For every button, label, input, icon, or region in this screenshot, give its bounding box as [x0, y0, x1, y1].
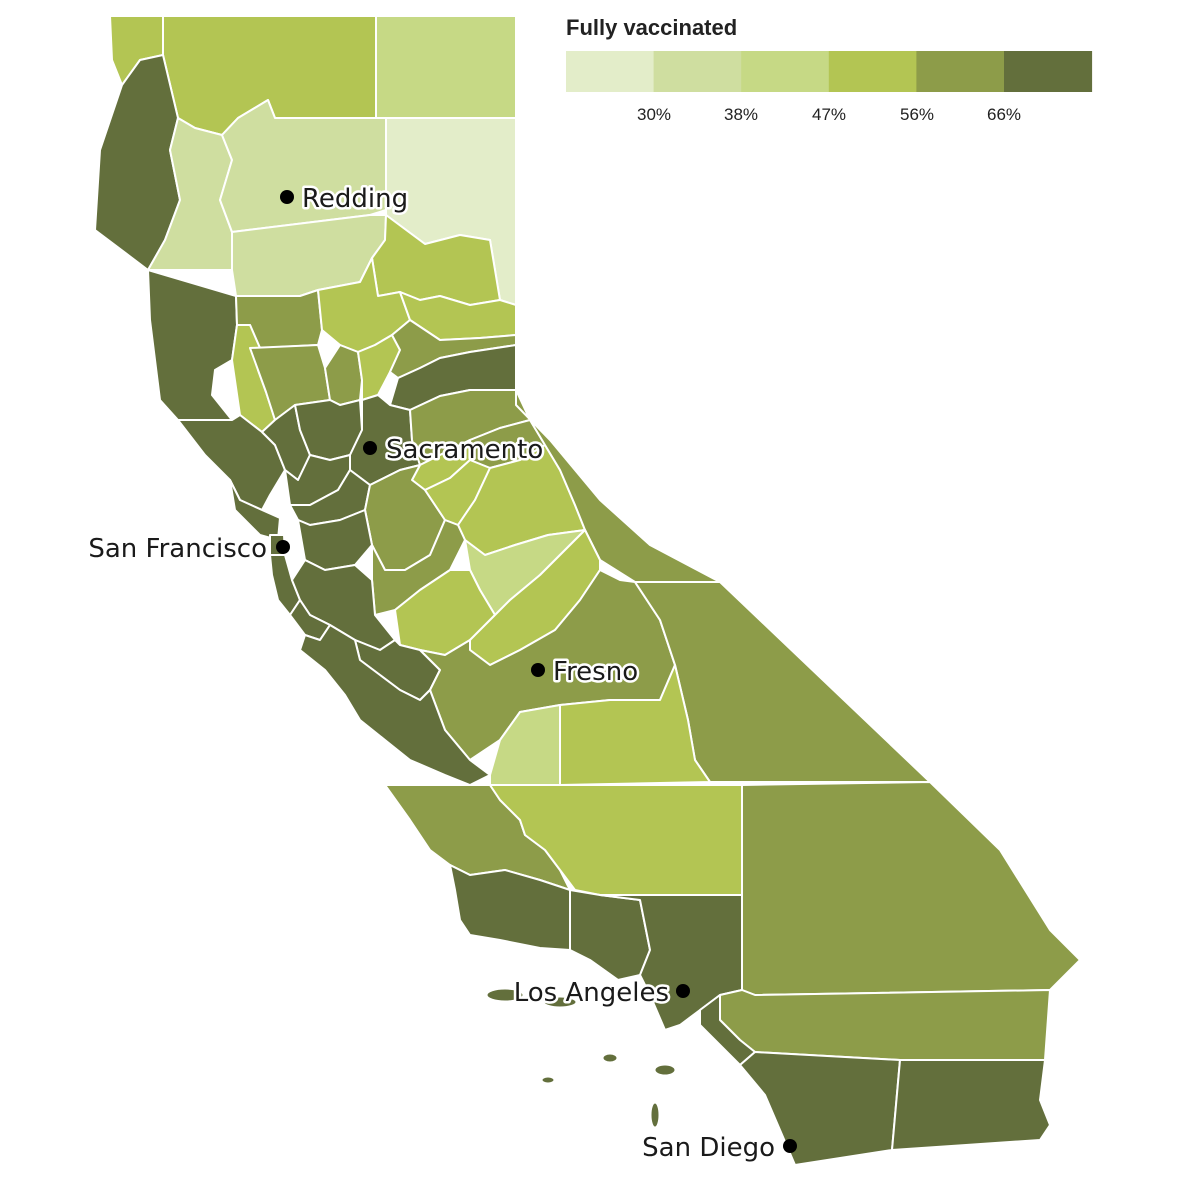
legend-tick: 47%	[812, 105, 846, 124]
city-marker-sacramento[interactable]: Sacramento	[363, 433, 546, 468]
city-marker-los-angeles[interactable]: Los Angeles	[511, 976, 690, 1011]
legend-tick: 56%	[900, 105, 934, 124]
legend-tick: 30%	[637, 105, 671, 124]
legend-swatch	[566, 51, 655, 92]
county-san-bernardino[interactable]	[741, 781, 1081, 996]
city-label: Fresno	[553, 657, 638, 687]
county-layer	[94, 15, 1081, 1166]
county-sonoma[interactable]	[177, 414, 286, 511]
county-imperial[interactable]	[891, 1059, 1051, 1151]
city-dot-icon	[276, 540, 290, 554]
county-sutter[interactable]	[324, 344, 363, 406]
city-label: Los Angeles	[514, 978, 669, 1008]
county-marin[interactable]	[229, 479, 281, 541]
legend-swatch	[653, 51, 742, 92]
city-marker-san-francisco[interactable]: San Francisco	[86, 532, 290, 567]
city-label: Sacramento	[386, 435, 543, 465]
county-mendocino[interactable]	[147, 269, 238, 421]
city-dot-icon	[783, 1139, 797, 1153]
legend-title: Fully vaccinated	[566, 15, 737, 40]
legend-tick: 38%	[724, 105, 758, 124]
county-santa-barbara[interactable]	[449, 864, 571, 951]
city-marker-fresno[interactable]: Fresno	[531, 655, 641, 690]
city-markers: Redding Sacramento San Francisco Fresno …	[86, 182, 797, 1166]
city-label: San Francisco	[88, 534, 267, 564]
legend-swatches	[566, 51, 1093, 92]
legend-swatch	[916, 51, 1005, 92]
city-dot-icon	[280, 190, 294, 204]
county-channel-islands	[486, 988, 676, 1128]
county-mono[interactable]	[515, 389, 721, 583]
city-marker-san-diego[interactable]: San Diego	[640, 1131, 797, 1166]
legend-swatch	[1004, 51, 1093, 92]
county-san-diego[interactable]	[739, 1051, 901, 1166]
legend-swatch	[741, 51, 830, 92]
city-dot-icon	[676, 984, 690, 998]
legend-tick: 66%	[987, 105, 1021, 124]
county-monterey[interactable]	[299, 624, 491, 786]
county-modoc[interactable]	[375, 15, 517, 119]
city-label: San Diego	[642, 1133, 775, 1163]
legend-ticks: 30% 38% 47% 56% 66%	[637, 105, 1021, 124]
county-los-angeles[interactable]	[599, 894, 743, 1031]
county-riverside[interactable]	[719, 989, 1051, 1061]
legend-swatch	[828, 51, 917, 92]
city-marker-redding[interactable]: Redding	[280, 182, 411, 217]
city-label: Redding	[302, 184, 408, 214]
city-dot-icon	[531, 663, 545, 677]
county-ventura[interactable]	[569, 889, 651, 981]
legend: Fully vaccinated 30% 38% 47% 56% 66%	[566, 15, 1093, 124]
city-dot-icon	[363, 441, 377, 455]
